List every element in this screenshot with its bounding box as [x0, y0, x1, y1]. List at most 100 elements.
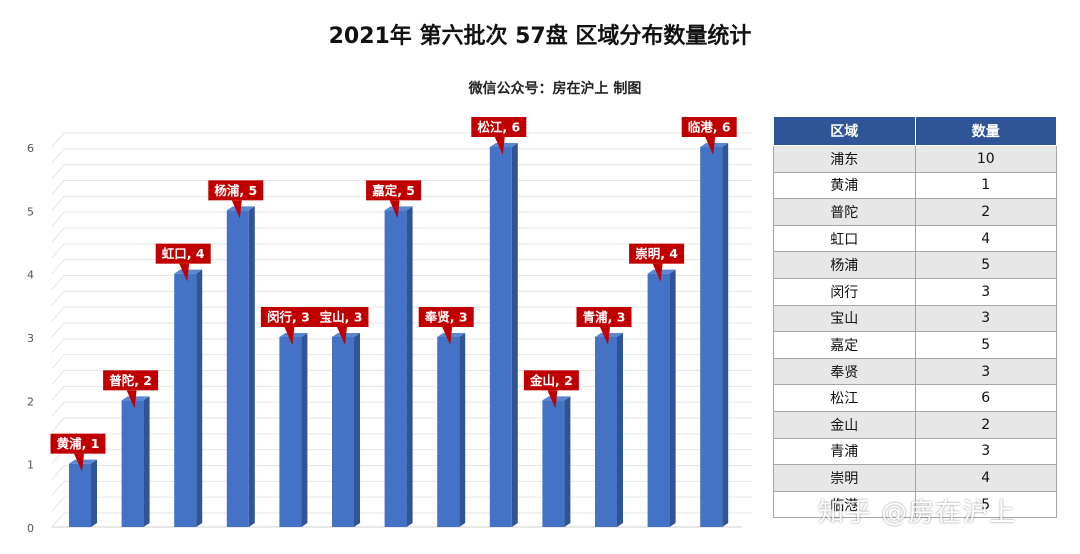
bar-front [332, 337, 354, 527]
table-row: 青浦 3 [773, 437, 1057, 466]
label-box [103, 370, 159, 391]
y-tick-label: 6 [27, 142, 34, 155]
label-pointer [389, 200, 400, 219]
grid-line-diagonal [51, 275, 65, 290]
bar-front [542, 400, 565, 527]
table-row: 黄浦 1 [773, 171, 1057, 200]
grid-line-diagonal [51, 386, 65, 401]
region-cell: 奉贤 [773, 357, 916, 386]
bar-side [301, 333, 308, 527]
grid-line-diagonal [51, 132, 65, 148]
count-cell: 2 [914, 410, 1057, 439]
grid-line-diagonal [51, 291, 65, 306]
region-cell: 临港 [773, 490, 916, 519]
data-label: 青浦, 3 [576, 307, 632, 345]
bar-front [174, 273, 197, 527]
count-cell: 10 [914, 145, 1057, 173]
table-row: 宝山 3 [773, 304, 1057, 333]
y-axis-ticks: 0 1 2 3 4 5 6 [27, 142, 34, 535]
label-text: 闵行, 3 [267, 310, 310, 325]
data-label: 奉贤, 3 [418, 307, 474, 345]
label-box [523, 370, 579, 391]
label-text: 崇明, 4 [635, 246, 678, 261]
bar-front [489, 147, 512, 527]
grid-line-diagonal [51, 370, 65, 385]
data-label: 金山, 2 [523, 370, 579, 409]
data-label: 普陀, 2 [103, 370, 159, 409]
region-cell: 青浦 [773, 437, 916, 466]
label-pointer [337, 327, 347, 345]
bar [542, 396, 571, 527]
region-cell: 普陀 [773, 198, 916, 226]
table-row: 杨浦 5 [773, 251, 1057, 279]
table-row: 金山 2 [773, 410, 1057, 439]
bar [279, 333, 308, 527]
bar-front [700, 147, 723, 527]
grid-line-diagonal [51, 481, 65, 496]
bar-front [437, 337, 460, 527]
data-label: 黄浦, 1 [50, 433, 106, 472]
table-row: 闵行 3 [773, 277, 1057, 306]
count-cell: 5 [914, 251, 1057, 279]
bar-front [121, 400, 144, 527]
count-cell: 2 [914, 198, 1057, 226]
data-label: 宝山, 3 [313, 307, 369, 345]
grid-line-diagonal [51, 227, 65, 243]
bar [647, 269, 676, 527]
label-box [313, 307, 369, 327]
label-box [576, 307, 632, 327]
bar-side [354, 333, 360, 527]
region-cell: 虹口 [773, 224, 916, 253]
y-tick-label: 2 [27, 395, 34, 408]
grid-line-diagonal [51, 465, 65, 480]
header-region: 区域 [773, 116, 916, 146]
grid-line-diagonal [51, 259, 65, 274]
grid-line-diagonal [51, 338, 65, 354]
bars [69, 143, 729, 528]
data-label: 杨浦, 5 [208, 180, 264, 219]
region-cell: 黄浦 [773, 171, 916, 200]
grid-line-diagonal [51, 354, 65, 369]
chart-subtitle: 微信公众号：房在沪上 制图 [468, 81, 642, 97]
label-pointer [547, 390, 558, 409]
bar-side [196, 269, 203, 527]
label-box [418, 307, 474, 327]
label-box [208, 180, 264, 201]
bar [384, 206, 413, 528]
count-cell: 3 [914, 277, 1057, 306]
bar-side [143, 396, 150, 527]
table-row: 普陀 2 [773, 198, 1057, 226]
label-text: 宝山, 3 [320, 310, 363, 325]
bar [69, 459, 97, 527]
table-row: 奉贤 3 [773, 357, 1057, 386]
count-cell: 6 [914, 384, 1057, 412]
grid-line-diagonal [51, 164, 65, 179]
y-tick-label: 3 [27, 332, 34, 345]
bar [437, 333, 466, 527]
bar-front [226, 210, 249, 528]
grid-line-diagonal [51, 196, 65, 211]
grid-line-diagonal [51, 401, 65, 417]
data-label: 松江, 6 [471, 117, 527, 155]
region-cell: 金山 [773, 410, 916, 439]
label-text: 杨浦, 5 [214, 183, 257, 198]
bar-side [722, 143, 729, 527]
count-cell: 3 [914, 304, 1057, 333]
label-text: 金山, 2 [529, 373, 573, 388]
table-row: 嘉定 5 [773, 331, 1057, 359]
label-pointer [179, 263, 190, 282]
watermark: 知乎 @房在沪上 [818, 498, 1017, 528]
label-pointer [600, 327, 610, 345]
bar-side [564, 396, 571, 527]
label-box [471, 117, 527, 137]
bar [489, 143, 518, 527]
bar-front [647, 273, 670, 527]
data-label: 闵行, 3 [260, 307, 316, 345]
data-label: 临港, 6 [681, 117, 737, 155]
bar [174, 269, 203, 527]
region-cell: 崇明 [773, 464, 916, 492]
count-cell: 4 [914, 224, 1057, 253]
grid-line-diagonal [51, 211, 65, 227]
count-cell: 5 [914, 490, 1057, 519]
label-pointer [494, 137, 505, 155]
